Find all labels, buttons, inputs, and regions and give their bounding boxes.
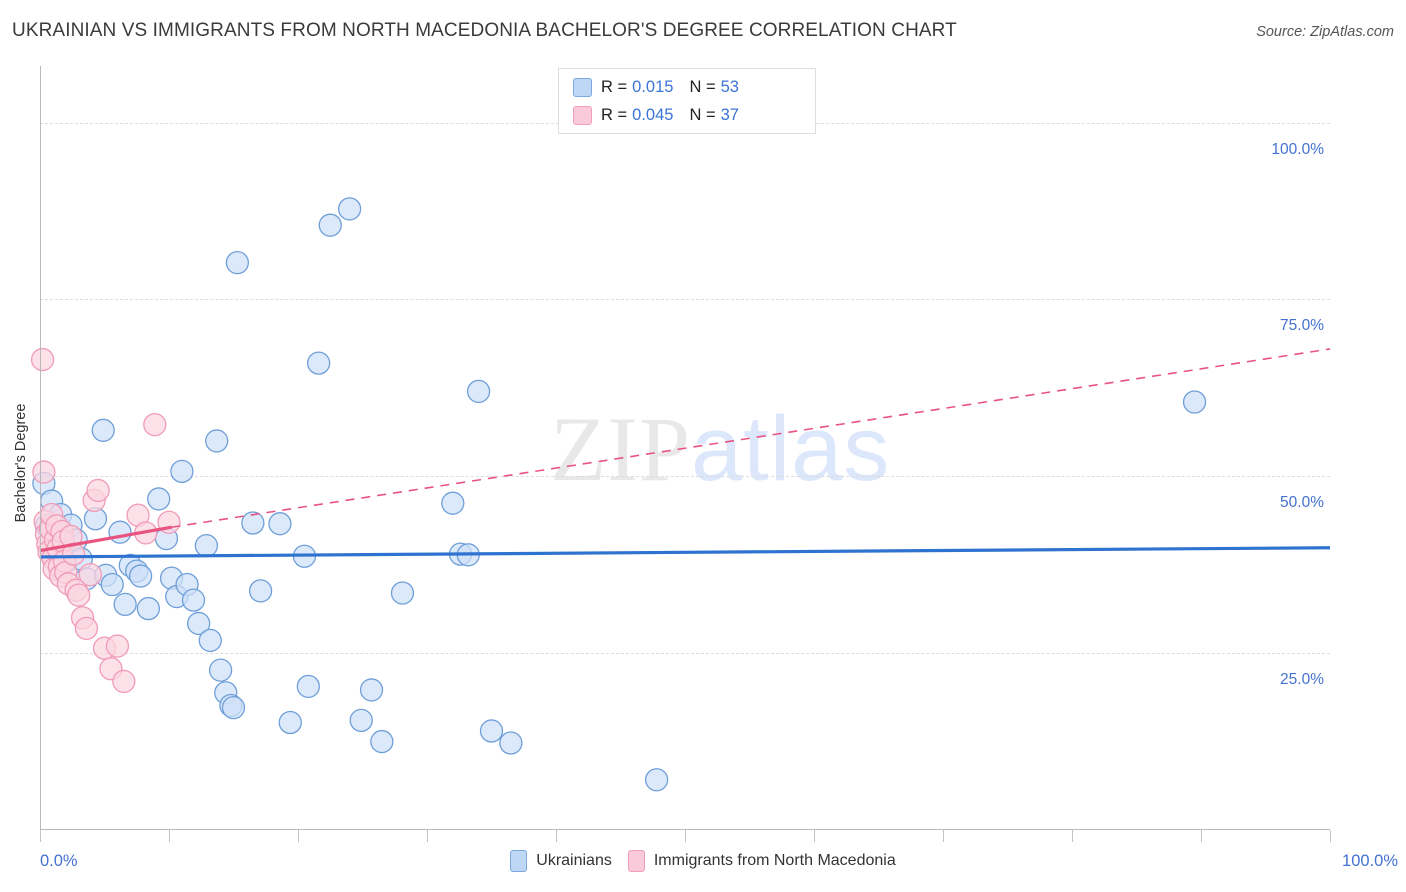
series-label-macedonia: Immigrants from North Macedonia xyxy=(653,852,896,869)
trend-line-solid xyxy=(39,546,1331,559)
gridline-50 xyxy=(40,476,1330,478)
r-label-pink: R = xyxy=(601,105,628,124)
x-tick-6 xyxy=(814,830,815,842)
data-point[interactable] xyxy=(181,588,206,612)
x-tick-10 xyxy=(1330,830,1331,842)
data-point[interactable] xyxy=(32,460,56,484)
y-axis-title: Bachelor's Degree xyxy=(8,0,30,892)
series-swatch-macedonia xyxy=(627,850,645,872)
gridline-75 xyxy=(40,299,1330,301)
trend-line-solid xyxy=(39,525,172,553)
legend-swatch-ukrainians xyxy=(573,77,592,97)
r-label-blue: R = xyxy=(601,77,628,96)
data-point[interactable] xyxy=(225,251,250,275)
data-point[interactable] xyxy=(441,491,465,515)
series-swatch-ukrainians xyxy=(510,850,528,872)
data-point[interactable] xyxy=(30,347,55,372)
data-point[interactable] xyxy=(278,710,302,735)
page-title: UKRAINIAN VS IMMIGRANTS FROM NORTH MACED… xyxy=(12,20,957,41)
data-point[interactable] xyxy=(198,628,222,653)
data-point[interactable] xyxy=(74,616,99,641)
data-point[interactable] xyxy=(466,379,491,404)
series-legend-item-macedonia[interactable]: Immigrants from North Macedonia xyxy=(627,850,896,872)
trend-lines-layer xyxy=(39,348,1331,559)
data-point[interactable] xyxy=(1182,390,1207,414)
gridline-25 xyxy=(40,653,1330,655)
source-attribution: Source: ZipAtlas.com xyxy=(1256,24,1394,40)
n-label-pink: N = xyxy=(689,105,716,124)
y-tick-label-50: 50.0% xyxy=(1280,494,1324,512)
series-legend: Ukrainians Immigrants from North Macedon… xyxy=(0,850,1406,872)
data-point[interactable] xyxy=(187,611,211,636)
data-point[interactable] xyxy=(91,418,115,442)
x-axis-line xyxy=(40,829,1330,830)
x-axis-max-label: 100.0% xyxy=(1342,852,1398,870)
y-axis-line xyxy=(40,66,41,830)
data-point[interactable] xyxy=(113,592,137,616)
data-point[interactable] xyxy=(147,487,171,511)
x-tick-2 xyxy=(298,830,299,842)
n-value-pink: 37 xyxy=(720,105,739,124)
data-point[interactable] xyxy=(128,564,153,588)
data-point[interactable] xyxy=(296,674,320,699)
series-label-ukrainians: Ukrainians xyxy=(536,852,612,869)
x-tick-8 xyxy=(1072,830,1073,842)
stats-legend: R = 0.015 N = 53 R = 0.045 N = 37 xyxy=(558,68,816,134)
data-point[interactable] xyxy=(499,731,523,755)
series-legend-item-ukrainians[interactable]: Ukrainians xyxy=(510,850,612,872)
stats-legend-row-pink: R = 0.045 N = 37 xyxy=(573,101,801,129)
stats-legend-row-blue: R = 0.015 N = 53 xyxy=(573,73,801,101)
data-point[interactable] xyxy=(105,634,130,658)
y-tick-label-75: 75.0% xyxy=(1280,317,1324,335)
x-tick-3 xyxy=(427,830,428,842)
x-tick-1 xyxy=(169,830,170,842)
plot-area: ZIPatlas R = 0.015 N = 53 R = 0.045 N = … xyxy=(30,66,1331,842)
n-label-blue: N = xyxy=(689,77,716,96)
data-point[interactable] xyxy=(86,478,110,503)
r-value-blue: 0.015 xyxy=(632,77,674,96)
data-point[interactable] xyxy=(318,213,342,237)
trend-line-dashed xyxy=(171,348,1331,529)
x-tick-4 xyxy=(556,830,557,842)
x-tick-5 xyxy=(685,830,686,842)
data-point[interactable] xyxy=(208,658,233,682)
n-value-blue: 53 xyxy=(720,77,739,96)
scatter-points-layer xyxy=(30,197,1207,792)
data-point[interactable] xyxy=(479,719,504,743)
r-value-pink: 0.045 xyxy=(632,105,674,124)
x-axis-min-label: 0.0% xyxy=(40,852,78,870)
data-point[interactable] xyxy=(205,429,229,453)
data-point[interactable] xyxy=(136,596,161,621)
x-tick-0 xyxy=(40,830,41,842)
data-point[interactable] xyxy=(359,678,384,702)
data-point[interactable] xyxy=(67,583,91,607)
data-point[interactable] xyxy=(306,351,331,375)
data-point[interactable] xyxy=(78,562,102,587)
x-tick-9 xyxy=(1201,830,1202,842)
data-point[interactable] xyxy=(112,669,136,694)
data-point[interactable] xyxy=(268,512,292,536)
data-point[interactable] xyxy=(241,511,265,535)
legend-swatch-macedonia xyxy=(573,105,592,125)
data-point[interactable] xyxy=(644,768,669,792)
data-point[interactable] xyxy=(170,459,194,483)
y-axis-title-text: Bachelor's Degree xyxy=(13,403,29,523)
data-point[interactable] xyxy=(221,695,246,720)
data-point[interactable] xyxy=(370,729,394,754)
y-tick-label-25: 25.0% xyxy=(1280,671,1324,689)
data-point[interactable] xyxy=(100,572,124,597)
data-point[interactable] xyxy=(390,581,415,605)
y-tick-label-100: 100.0% xyxy=(1271,140,1324,158)
data-point[interactable] xyxy=(337,197,362,221)
data-point[interactable] xyxy=(248,579,273,603)
data-point[interactable] xyxy=(143,413,167,437)
x-tick-7 xyxy=(943,830,944,842)
data-point[interactable] xyxy=(349,708,373,732)
